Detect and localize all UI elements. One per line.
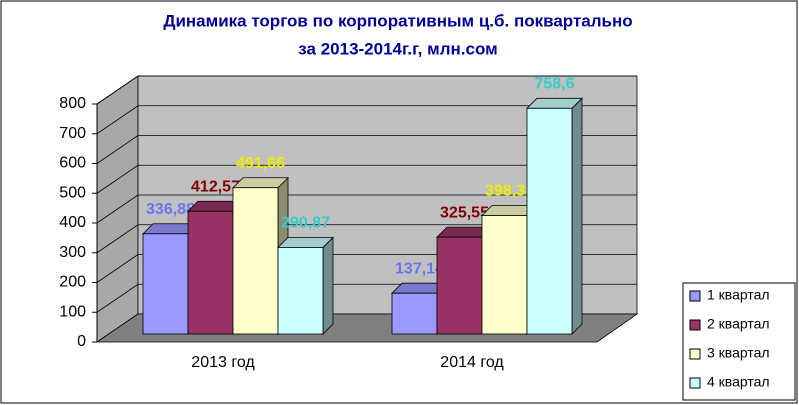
grid-line <box>96 164 637 194</box>
grid-line <box>96 75 637 105</box>
bar <box>277 247 324 335</box>
bar-top <box>526 97 583 109</box>
y-tick-label: 200 <box>59 274 86 291</box>
data-label: 398,38 <box>485 183 534 200</box>
y-tick-label: 400 <box>59 214 86 231</box>
bar-top <box>277 237 334 248</box>
bar <box>526 107 573 335</box>
y-tick-label: 100 <box>59 303 86 320</box>
bar-top <box>232 177 289 189</box>
legend-swatch <box>689 290 701 302</box>
data-label: 290,87 <box>281 215 330 232</box>
grid-line <box>96 135 637 164</box>
bar <box>187 210 234 335</box>
grid-line <box>96 224 637 254</box>
data-label: 491,66 <box>236 155 285 172</box>
bar-side <box>571 97 583 335</box>
data-label: 137,14 <box>395 260 444 277</box>
legend-swatch <box>689 348 701 360</box>
legend-label: 3 квартал <box>707 345 770 361</box>
grid-line <box>96 194 637 224</box>
bar <box>142 233 189 335</box>
data-label: 325,55 <box>440 204 489 221</box>
legend-swatch <box>689 377 701 389</box>
legend-box <box>682 282 796 401</box>
grid-line <box>96 105 637 135</box>
x-tick-label: 2014 год <box>440 354 504 371</box>
data-label: 412,57 <box>191 178 240 195</box>
bar <box>232 187 279 335</box>
bar <box>391 292 438 335</box>
legend-swatch <box>689 319 701 331</box>
y-tick-label: 500 <box>59 184 86 201</box>
bar <box>436 236 483 335</box>
data-label: 336,88 <box>146 201 195 218</box>
bar-side <box>322 236 334 335</box>
bar <box>481 215 528 335</box>
chart-title: Динамика торгов по корпоративным ц.б. по… <box>163 11 632 30</box>
y-tick-label: 300 <box>59 244 86 261</box>
legend-label: 1 квартал <box>707 287 770 303</box>
legend-label: 4 квартал <box>707 374 770 390</box>
chart-title: за 2013-2014г.г, млн.сом <box>298 39 497 58</box>
y-tick-label: 700 <box>59 125 86 142</box>
y-tick-label: 600 <box>59 155 86 172</box>
legend-label: 2 квартал <box>707 316 770 332</box>
y-tick-label: 0 <box>77 333 86 350</box>
y-tick-label: 800 <box>59 95 86 112</box>
data-label: 758,6 <box>534 76 574 93</box>
x-tick-label: 2013 год <box>191 354 255 371</box>
